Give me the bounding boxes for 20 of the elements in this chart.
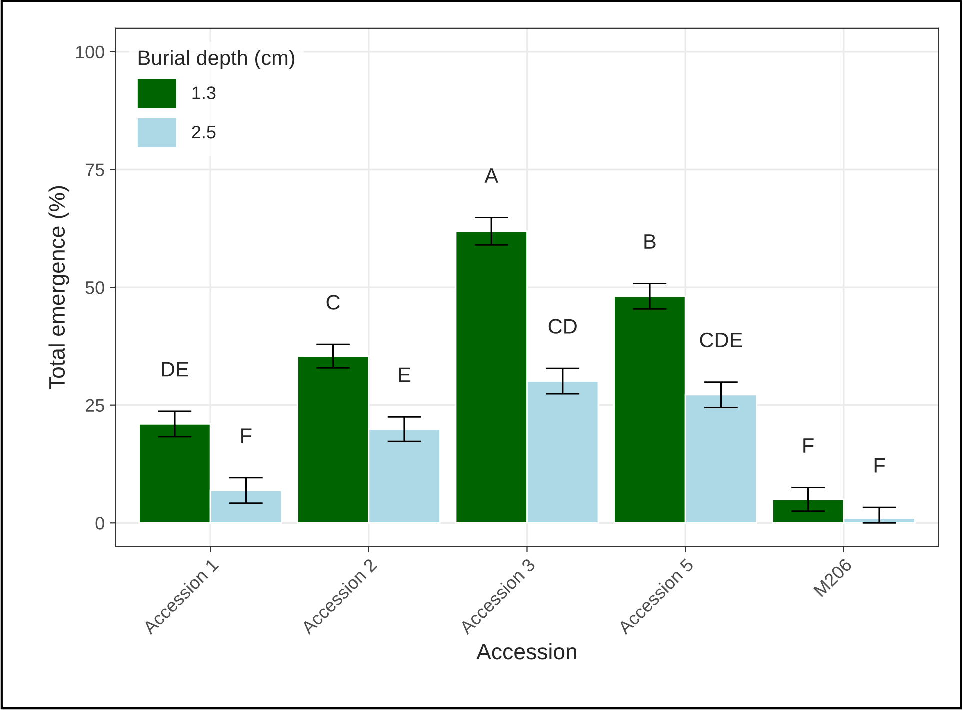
- legend-label: 1.3: [192, 86, 216, 100]
- y-tick-label: 100: [76, 46, 104, 59]
- annotation: A: [484, 168, 499, 183]
- y-tick-label: 50: [86, 281, 104, 294]
- annotation: DE: [162, 362, 189, 377]
- annotation: B: [644, 234, 656, 249]
- y-axis-title: Total emergence (%): [48, 186, 70, 390]
- legend-label: 2.5: [192, 126, 216, 139]
- annotation: C: [326, 295, 340, 310]
- annotation: CD: [548, 319, 577, 334]
- annotation: CDE: [700, 332, 742, 348]
- annotation: E: [399, 368, 411, 382]
- annotation: F: [874, 458, 886, 473]
- annotation: F: [804, 438, 814, 453]
- y-tick-label: 75: [86, 164, 104, 176]
- x-axis-title: Accession: [476, 643, 576, 660]
- legend-title: Burial depth (cm): [138, 50, 295, 70]
- y-tick-label: 0: [96, 517, 104, 530]
- y-tick-label: 25: [86, 399, 104, 412]
- annotation: F: [242, 428, 252, 444]
